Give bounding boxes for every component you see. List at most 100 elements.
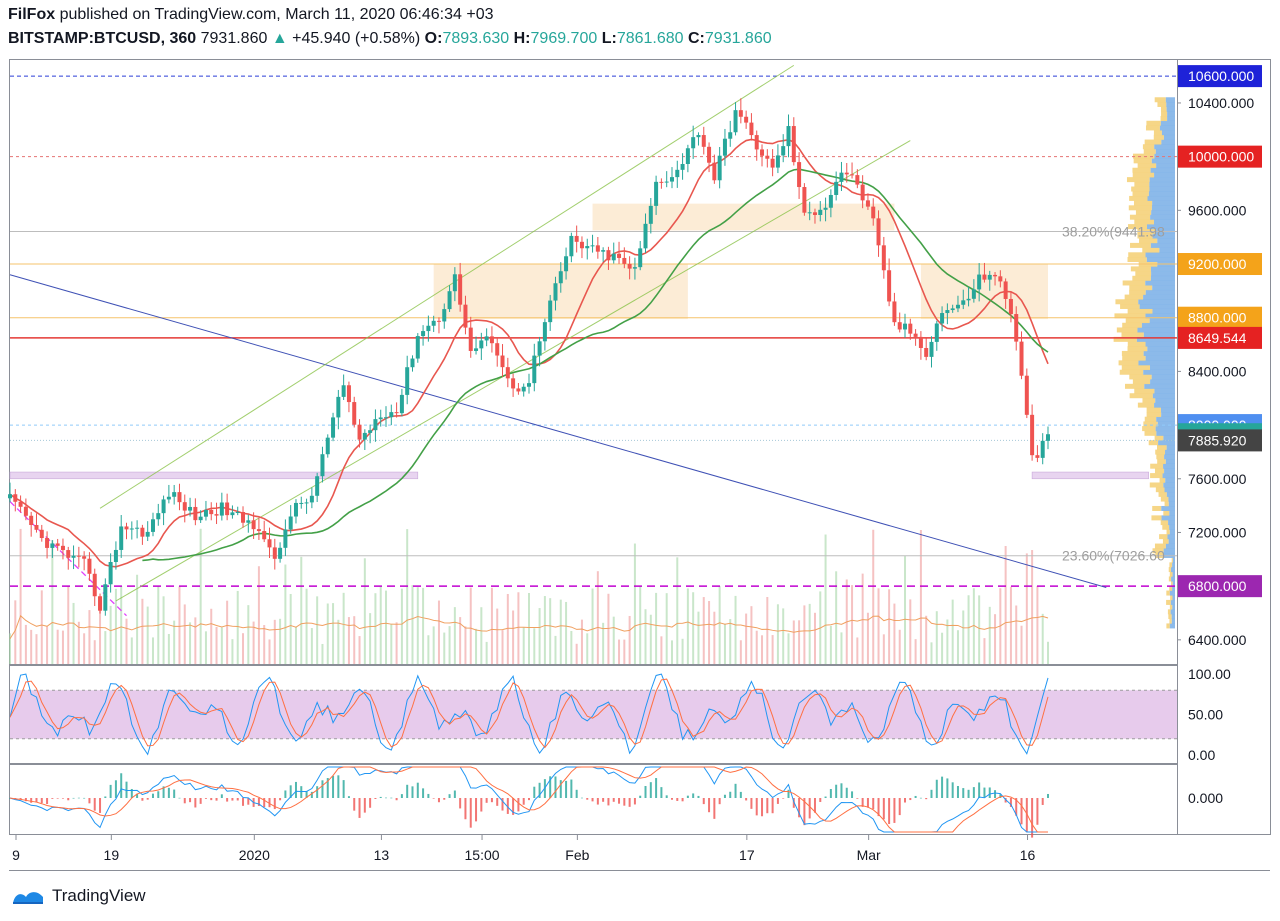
macd-histogram-bar [310,791,313,798]
volume-bar [909,599,912,664]
candle [1035,445,1040,463]
candle [352,396,357,428]
volume-profile-bar [1168,520,1175,526]
candle [971,279,976,303]
change-value: +45.940 (+0.58%) [292,30,421,47]
candle-body [897,322,902,330]
author-name[interactable]: FilFox [8,6,56,23]
candle [113,541,118,570]
volume-bar [1025,553,1028,664]
volume-bar [692,592,695,664]
volume-profile-bar [1146,224,1175,230]
candle-body [1008,298,1013,315]
volume-bar [517,592,520,664]
volume-bar [453,607,456,664]
candle [29,511,34,537]
price-tick-label: 7600.000 [1188,471,1247,487]
candle-body [585,246,590,249]
macd-histogram-bar [575,789,578,798]
candle-body [807,212,812,214]
candle-body [474,348,479,351]
macd-histogram-bar [840,783,843,798]
volume-bar [448,626,451,664]
volume-profile-bar [1153,219,1175,225]
candle [569,232,574,263]
low-label: L: [601,30,617,47]
candle-body [50,543,55,548]
macd-histogram-bar [432,798,435,799]
brand-logo[interactable]: TradingView [10,884,146,908]
volume-bar [141,598,144,664]
macd-histogram-bar [72,797,75,799]
volume-profile-bar [1132,191,1149,197]
candle-body [977,274,982,290]
volume-profile-bar [1129,195,1148,201]
candle [415,333,420,363]
macd-histogram-bar [565,780,568,798]
volume-bar [294,626,297,664]
candle [304,498,309,514]
candle [537,336,542,367]
macd-histogram-bar [538,782,541,798]
candle [775,144,780,174]
macd-histogram-bar [988,787,991,798]
volume-bar [231,639,234,664]
candle [654,175,659,215]
candle-body [225,502,230,516]
candle [982,262,987,283]
candle [632,257,637,280]
candle-body [542,322,547,342]
macd-histogram-bar [61,798,64,799]
volume-profile-bar [1150,275,1175,281]
volume-bar [247,605,250,664]
candle-body [241,512,246,523]
volume-profile-bar [1152,548,1164,554]
volume-bar [851,585,854,664]
volume-profile-bar [1159,477,1166,483]
macd-histogram-bar [978,782,981,798]
volume-profile-bar [1169,524,1175,530]
macd-line [9,766,1048,833]
price-pane-frame[interactable] [9,59,1178,665]
volume-bar [872,529,875,664]
macd-histogram-bar [427,793,430,798]
macd-histogram-bar [692,793,695,798]
volume-bar [263,625,266,664]
volume-profile-bar [1150,379,1175,385]
macd-histogram-bar [130,788,133,798]
candle-body [553,283,558,301]
macd-histogram-bar [522,798,525,805]
macd-histogram-bar [125,781,128,798]
candle-body [203,509,208,517]
volume-profile-bar [1142,397,1156,403]
candle-body [844,172,849,175]
volume-profile-bar [1131,186,1150,192]
volume-bar [813,612,816,664]
candle-body [452,274,457,292]
candle [564,247,569,280]
volume-bar [930,642,933,664]
volume-bar [162,596,165,664]
symbol-label[interactable]: BITSTAMP:BTCUSD, 360 [8,30,197,47]
candle [797,152,802,199]
candle [987,270,992,291]
macd-histogram-bar [204,798,207,799]
volume-bar [628,615,631,664]
volume-bar [533,628,536,664]
candle [754,130,759,161]
macd-histogram-bar [994,790,997,798]
macd-histogram-bar [533,786,536,798]
macd-histogram-bar [51,798,54,799]
volume-profile-bar [1154,144,1175,150]
price-scale[interactable] [1177,59,1271,835]
candle [707,142,712,173]
volume-bar [512,610,515,664]
candle [235,506,240,516]
volume-profile-bar [1113,336,1137,342]
volume-profile-bar [1129,285,1153,291]
candle [542,318,547,351]
volume-bar [623,639,626,664]
volume-bar [56,629,59,664]
volume-profile-bar [1159,247,1175,253]
